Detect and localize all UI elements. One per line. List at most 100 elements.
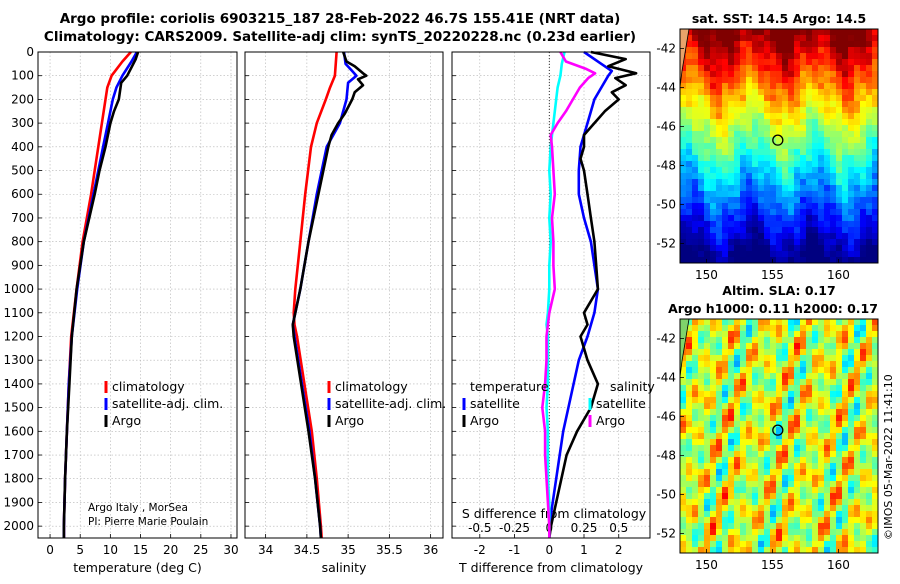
map-cell bbox=[734, 101, 741, 108]
map-cell bbox=[746, 493, 753, 500]
map-cell bbox=[794, 203, 801, 210]
map-cell bbox=[698, 523, 705, 530]
map-cell bbox=[782, 487, 789, 494]
map-cell bbox=[800, 397, 807, 404]
map-cell bbox=[704, 433, 711, 440]
map-cell bbox=[758, 343, 765, 350]
depth-tick-label: 1500 bbox=[3, 401, 34, 415]
map-cell bbox=[782, 349, 789, 356]
map-cell bbox=[812, 349, 819, 356]
map-cell bbox=[806, 35, 813, 42]
map-cell bbox=[788, 245, 795, 252]
map-cell bbox=[698, 251, 705, 258]
map-cell bbox=[758, 379, 765, 386]
map-cell bbox=[770, 439, 777, 446]
map-cell bbox=[746, 535, 753, 542]
map-cell bbox=[860, 367, 867, 374]
map-cell bbox=[728, 221, 735, 228]
map-cell bbox=[824, 355, 831, 362]
map-cell bbox=[728, 493, 735, 500]
map-cell bbox=[848, 71, 855, 78]
legend-label: climatology bbox=[112, 379, 185, 394]
map-cell bbox=[710, 517, 717, 524]
map-cell bbox=[776, 523, 783, 530]
map-cell bbox=[860, 451, 867, 458]
map-cell bbox=[800, 245, 807, 252]
map-cell bbox=[806, 47, 813, 54]
map-cell bbox=[866, 535, 873, 542]
map-cell bbox=[680, 529, 687, 536]
map-cell bbox=[692, 35, 699, 42]
map-cell bbox=[746, 475, 753, 482]
map-cell bbox=[824, 487, 831, 494]
sst-map-title: sat. SST: 14.5 Argo: 14.5 bbox=[692, 11, 866, 26]
map-cell bbox=[848, 29, 855, 36]
map-cell bbox=[698, 101, 705, 108]
map-cell bbox=[716, 373, 723, 380]
map-cell bbox=[746, 143, 753, 150]
x-tick-label: -1 bbox=[509, 543, 521, 557]
map-cell bbox=[830, 257, 837, 264]
map-cell bbox=[716, 203, 723, 210]
map-cell bbox=[764, 481, 771, 488]
map-cell bbox=[710, 409, 717, 416]
map-cell bbox=[722, 415, 729, 422]
map-cell bbox=[734, 83, 741, 90]
map-cell bbox=[806, 517, 813, 524]
map-cell bbox=[692, 361, 699, 368]
map-cell bbox=[704, 421, 711, 428]
map-cell bbox=[866, 415, 873, 422]
map-cell bbox=[680, 65, 687, 72]
map-cell bbox=[776, 113, 783, 120]
map-cell bbox=[686, 101, 693, 108]
map-cell bbox=[734, 511, 741, 518]
map-cell bbox=[752, 373, 759, 380]
map-cell bbox=[758, 119, 765, 126]
map-cell bbox=[782, 397, 789, 404]
map-cell bbox=[704, 481, 711, 488]
map-cell bbox=[710, 185, 717, 192]
map-cell bbox=[842, 125, 849, 132]
map-cell bbox=[710, 257, 717, 264]
map-cell bbox=[866, 107, 873, 114]
map-cell bbox=[776, 367, 783, 374]
map-cell bbox=[764, 215, 771, 222]
map-cell bbox=[818, 125, 825, 132]
map-cell bbox=[872, 125, 879, 132]
map-cell bbox=[764, 53, 771, 60]
map-cell bbox=[836, 547, 843, 554]
depth-tick-label: 700 bbox=[11, 211, 34, 225]
map-cell bbox=[800, 107, 807, 114]
map-frame bbox=[679, 318, 879, 554]
map-cell bbox=[788, 355, 795, 362]
map-cell bbox=[872, 415, 879, 422]
map-cell bbox=[746, 65, 753, 72]
map-cell bbox=[794, 149, 801, 156]
map-cell bbox=[722, 29, 729, 36]
depth-tick-label: 600 bbox=[11, 187, 34, 201]
x-tick-label: 0 bbox=[46, 543, 54, 557]
map-cell bbox=[758, 227, 765, 234]
salinity-diff-tick-label: 0.25 bbox=[571, 521, 598, 535]
map-cell bbox=[704, 119, 711, 126]
map-cell bbox=[866, 239, 873, 246]
map-cell bbox=[752, 191, 759, 198]
map-cell bbox=[806, 161, 813, 168]
map-cell bbox=[860, 391, 867, 398]
map-cell bbox=[860, 475, 867, 482]
map-cell bbox=[764, 155, 771, 162]
map-cell bbox=[812, 331, 819, 338]
map-cell bbox=[794, 125, 801, 132]
map-cell bbox=[842, 119, 849, 126]
map-cell bbox=[788, 149, 795, 156]
map-cell bbox=[710, 493, 717, 500]
map-cell bbox=[776, 505, 783, 512]
map-cell bbox=[752, 95, 759, 102]
map-cell bbox=[722, 475, 729, 482]
map-cell bbox=[752, 499, 759, 506]
map-cell bbox=[710, 355, 717, 362]
map-cell bbox=[686, 463, 693, 470]
map-cell bbox=[872, 179, 879, 186]
map-cell bbox=[818, 385, 825, 392]
map-cell bbox=[740, 77, 747, 84]
